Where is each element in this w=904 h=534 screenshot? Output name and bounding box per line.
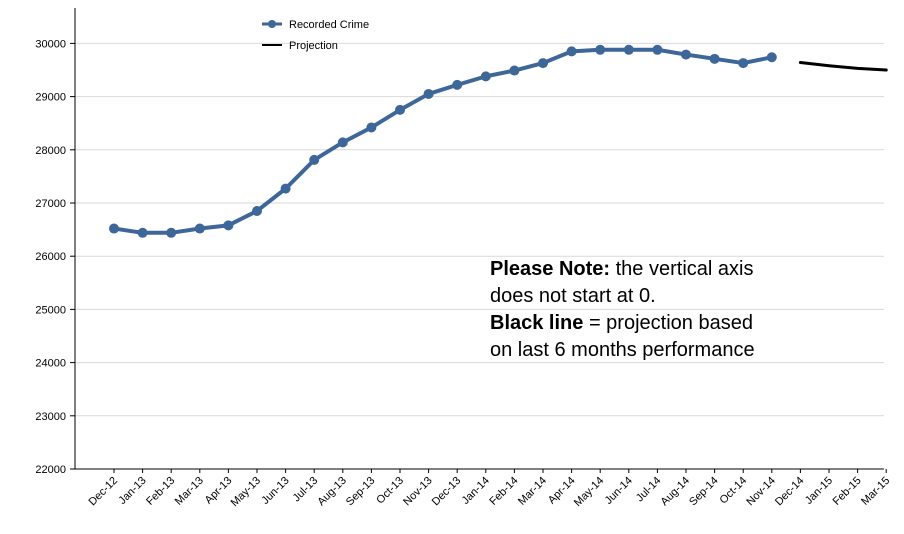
y-tick-label: 24000 — [35, 358, 66, 370]
legend-swatch-marker — [268, 20, 276, 28]
chart-note: Please Note: the vertical axis does not … — [490, 256, 890, 364]
y-tick-label: 23000 — [35, 411, 66, 423]
series-group — [109, 44, 888, 238]
x-tick-label: Jan-14 — [460, 475, 492, 507]
note-line-1: Please Note: the vertical axis — [490, 256, 890, 283]
note-text-3: = projection based — [583, 312, 753, 334]
note-line-2: does not start at 0. — [490, 285, 656, 307]
x-tick-label: Jun-14 — [603, 475, 635, 507]
data-point — [452, 79, 463, 90]
x-tick-label: Jun-13 — [259, 475, 291, 507]
x-tick-label: Nov-14 — [744, 475, 778, 509]
data-point — [137, 227, 148, 238]
x-tick-label: Dec-14 — [773, 475, 807, 509]
data-point — [538, 58, 548, 69]
data-point — [194, 223, 205, 234]
x-tick-label: Feb-13 — [144, 475, 177, 508]
y-tick-label: 25000 — [35, 304, 66, 316]
x-tick-label: May-14 — [572, 475, 606, 509]
data-point — [623, 44, 634, 55]
x-tick-label: Aug-13 — [315, 475, 349, 509]
data-point — [566, 46, 577, 57]
data-point — [309, 154, 320, 165]
note-line-4: on last 6 months performance — [490, 339, 755, 361]
gridlines — [75, 42, 884, 417]
x-tick-label: Sep-14 — [687, 475, 721, 509]
note-bold-3: Black line — [490, 312, 584, 334]
note-line-3: Black line = projection based — [490, 310, 890, 337]
data-point — [681, 49, 691, 60]
y-tick-label: 28000 — [35, 145, 66, 157]
series-line-projection — [798, 61, 888, 72]
data-point — [509, 65, 520, 76]
x-tick-label: Oct-14 — [717, 475, 749, 507]
note-bold-1: Please Note: — [490, 258, 611, 280]
data-point — [652, 44, 663, 55]
x-tick-label: Oct-13 — [374, 475, 406, 507]
x-tick-label: Feb-15 — [831, 475, 864, 508]
y-tick-label: 29000 — [35, 92, 66, 104]
x-tick-label: Sep-13 — [344, 475, 378, 509]
data-point — [480, 71, 491, 82]
legend-label: Projection — [289, 40, 338, 52]
x-tick-label: Dec-12 — [87, 475, 121, 509]
x-tick-label: Dec-13 — [430, 475, 464, 509]
x-tick-label: Nov-13 — [401, 475, 435, 509]
x-tick-label: Aug-14 — [659, 475, 693, 509]
data-point — [366, 122, 377, 133]
y-tick-label: 26000 — [35, 251, 66, 263]
x-tick-label: Jan-15 — [803, 475, 835, 507]
x-tick-label: Jan-13 — [116, 475, 148, 507]
data-point — [337, 137, 348, 148]
data-point — [766, 52, 777, 63]
data-point — [423, 88, 434, 99]
note-text-1: the vertical axis — [610, 258, 754, 280]
data-point — [738, 58, 749, 69]
data-point — [223, 220, 234, 231]
data-point — [252, 205, 262, 216]
data-point — [280, 183, 291, 194]
y-tick-label: 27000 — [35, 198, 66, 210]
x-tick-label: Feb-14 — [487, 475, 520, 508]
data-point — [166, 227, 177, 238]
x-tick-label: Mar-13 — [173, 475, 206, 508]
y-tick-label: 30000 — [35, 38, 66, 50]
y-tick-label: 22000 — [35, 464, 66, 476]
series-line-recorded-crime — [112, 47, 774, 235]
legend-label: Recorded Crime — [289, 19, 369, 31]
data-point — [395, 104, 405, 115]
x-tick-label: Mar-15 — [859, 475, 892, 508]
x-tick-labels: Dec-12Jan-13Feb-13Mar-13Apr-13May-13Jun-… — [87, 475, 893, 509]
legend: Recorded Crime Projection — [262, 19, 369, 52]
axes — [70, 8, 887, 473]
data-point — [709, 53, 720, 64]
x-tick-label: Mar-14 — [516, 475, 549, 508]
data-point — [109, 223, 119, 234]
y-tick-labels: 22000 23000 24000 25000 26000 27000 28000 29000… — [35, 38, 66, 476]
x-tick-label: May-13 — [229, 475, 263, 509]
data-point — [595, 44, 606, 55]
